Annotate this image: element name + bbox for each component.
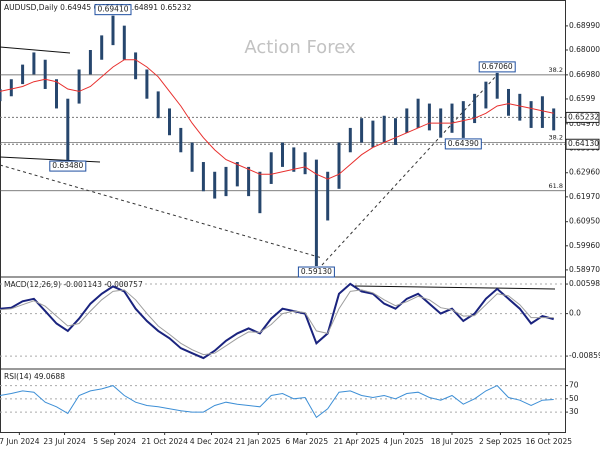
fib-label: 38.2 (549, 66, 563, 74)
price-box (565, 111, 600, 123)
y-tick-label: -0.00859 (569, 351, 600, 360)
annotation-box (94, 4, 132, 16)
trend-line (354, 285, 556, 290)
annotation-label: 0.63480 (52, 161, 83, 170)
annotation-label: 0.67060 (482, 62, 513, 71)
x-tick-label: 4 Dec 2024 (190, 437, 233, 446)
x-tick-label: 21 Oct 2024 (141, 437, 188, 446)
x-tick-label: 2 Sep 2025 (479, 437, 522, 446)
y-tick-label: 0.58970 (569, 265, 600, 274)
x-tick-label: 23 Jul 2024 (43, 437, 86, 446)
frame (0, 0, 566, 433)
y-tick-label: 0.64970 (569, 119, 600, 128)
x-tick-label: 18 Jul 2025 (431, 437, 474, 446)
y-tick-label: 50 (569, 394, 579, 403)
y-tick-label: 0.62960 (569, 168, 600, 177)
watermark: Action Forex (244, 37, 356, 58)
annotation-box (49, 160, 87, 172)
pane-title: RSI(14) 49.0688 (4, 372, 65, 381)
price-label: 0.64130 (568, 139, 599, 148)
trend-line (321, 74, 498, 266)
y-tick-label: 0.61970 (569, 192, 600, 201)
y-tick-label: 0.68990 (569, 21, 600, 30)
pane-title: MACD(12,26,9) -0.001143 -0.000757 (4, 280, 143, 289)
annotation-label: 0.64390 (448, 139, 479, 148)
x-tick-label: 21 Jan 2025 (236, 437, 281, 446)
annotation-box (478, 61, 516, 73)
x-tick-label: 6 Mar 2025 (285, 437, 328, 446)
indicator-line (0, 282, 554, 360)
indicator-line (0, 289, 554, 356)
y-tick-label: 0.6599 (569, 94, 595, 103)
price-box (565, 138, 600, 150)
annotation-label: 0.59130 (301, 267, 332, 276)
fib-label: 61.8 (549, 182, 563, 190)
y-tick-label: 70 (569, 381, 579, 390)
x-tick-label: 7 Jun 2024 (0, 437, 40, 446)
indicator-line (0, 384, 554, 419)
y-tick-label: 0.68000 (569, 45, 600, 54)
y-tick-label: 30 (569, 407, 579, 416)
x-tick-label: 16 Oct 2025 (526, 437, 573, 446)
price-label: 0.65232 (568, 112, 599, 121)
y-tick-label: 0.60950 (569, 217, 600, 226)
trend-line (0, 164, 323, 259)
y-tick-label: 0.66980 (569, 70, 600, 79)
y-tick-label: 0.59960 (569, 241, 600, 250)
trend-line (0, 46, 71, 54)
annotation-box (297, 266, 335, 278)
x-tick-label: 5 Sep 2024 (93, 437, 136, 446)
y-tick-label: 0.005981 (569, 279, 600, 288)
annotation-label: 0.69410 (97, 5, 128, 14)
x-tick-label: 4 Jun 2025 (383, 437, 424, 446)
annotation-box (444, 138, 482, 150)
x-tick-label: 21 Apr 2025 (334, 437, 381, 446)
fib-label: 38.2 (549, 134, 563, 142)
y-tick-label: 0.0 (569, 309, 581, 318)
moving-average (0, 59, 554, 180)
